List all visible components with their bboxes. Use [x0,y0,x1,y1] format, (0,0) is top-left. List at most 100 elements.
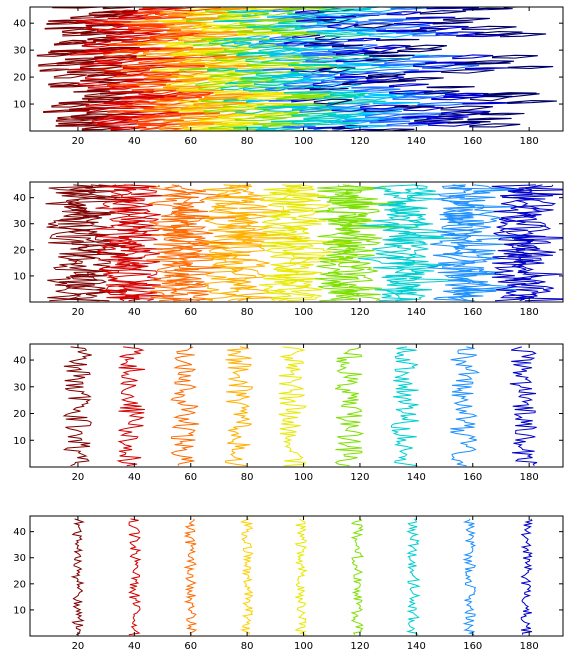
x-tick-label: 100 [294,307,313,318]
y-tick-label: 30 [13,46,26,57]
contour-line-level-1 [56,184,138,302]
contour-streak-level-5 [204,62,250,68]
contour-line-level-6 [325,184,387,302]
contour-streak-level-2 [120,95,177,100]
contour-line-level-1 [70,518,85,636]
contour-streak-level-1 [66,70,121,74]
contour-streak-level-6 [237,78,275,84]
contour-streak-level-3 [143,73,180,77]
contour-streak-level-11 [469,123,521,128]
contour-streak-level-5 [213,121,259,126]
contour-streak-level-11 [466,60,515,65]
contour-streak-level-1 [36,53,72,57]
contour-line-level-6 [350,518,365,635]
x-tick-label: 80 [241,472,254,483]
x-tick-label: 140 [407,307,426,318]
y-tick-label: 30 [13,382,26,393]
contour-streak-level-1 [39,68,69,72]
contour-line-level-3 [170,346,200,466]
contour-streak-level-7 [233,126,269,129]
plot-area [70,518,534,636]
contour-streak-level-10 [419,25,469,30]
contour-streak-level-10 [296,18,336,22]
contour-streak-level-6 [254,112,299,118]
axes-frame [29,343,564,468]
y-tick-label: 20 [13,579,26,590]
contour-streak-level-10 [360,104,409,110]
contour-streak-level-11 [394,105,435,108]
x-tick-label: 180 [520,472,539,483]
contour-streak-level-3 [141,70,187,74]
contour-streak-level-1 [73,90,111,93]
contour-streak-level-11 [369,54,415,58]
contour-streak-level-1 [84,125,120,131]
contour-streak-level-6 [203,109,241,113]
contour-streak-level-8 [273,24,305,28]
contour-streak-level-11 [331,44,363,48]
contour-streak-level-2 [125,110,179,115]
contour-streak-level-1 [53,41,96,46]
contour-streak-level-11 [507,99,557,104]
contour-streak-level-11 [318,66,356,73]
contour-streak-level-9 [401,112,453,116]
contour-streak-level-10 [452,54,494,60]
contour-streak-level-4 [210,7,257,11]
contour-streak-level-9 [384,60,437,65]
contour-streak-level-10 [464,67,509,70]
x-tick-label: 120 [350,641,369,652]
contour-streak-level-3 [160,46,194,50]
contour-streak-level-11 [309,87,349,91]
contour-streak-level-10 [405,16,456,19]
contour-line-level-4 [224,184,302,302]
x-tick-label: 100 [294,136,313,147]
contour-streak-level-5 [185,57,228,64]
contour-streak-level-7 [223,37,251,40]
contour-streak-level-6 [200,98,240,103]
x-tick-label: 140 [407,472,426,483]
contour-streak-level-10 [440,110,491,116]
contour-streak-level-4 [134,41,160,44]
contour-streak-level-9 [319,38,364,43]
axes-frame [29,515,564,637]
contour-streak-level-2 [118,14,148,19]
contour-streak-level-6 [246,62,300,67]
contour-streak-level-3 [127,118,166,123]
x-tick-label: 100 [294,472,313,483]
contour-streak-level-11 [376,38,420,42]
contour-streak-level-1 [102,7,142,10]
contour-streak-level-10 [347,37,381,42]
contour-streak-level-4 [159,125,189,131]
contour-streak-level-9 [368,18,420,21]
contour-streak-level-8 [345,124,392,128]
contour-streak-level-9 [353,12,402,16]
contour-line-level-5 [294,518,308,636]
x-tick-label: 40 [128,307,141,318]
contour-streak-level-2 [91,118,133,124]
contour-streak-level-11 [474,31,523,36]
contour-streak-level-4 [213,55,262,59]
contour-streak-level-9 [291,14,328,19]
contour-streak-level-4 [147,75,195,79]
contour-streak-level-7 [303,115,357,121]
contour-streak-level-2 [109,126,147,130]
y-tick-label: 30 [13,553,26,564]
contour-streak-level-8 [368,91,416,96]
contour-streak-level-9 [369,120,411,124]
contour-streak-level-1 [59,39,87,45]
contour-streak-level-11 [447,120,491,124]
contour-streak-level-9 [300,24,342,28]
x-tick-label: 20 [72,136,85,147]
contour-streak-level-4 [163,117,212,122]
contour-line-level-7 [382,184,451,302]
contour-streak-level-1 [87,88,110,92]
contour-streak-level-5 [197,128,242,131]
contour-streak-level-4 [153,88,180,91]
contour-panel-1: 20 40 60 80 100 120 140 160 180 10 20 30 40 [13,6,564,147]
contour-streak-level-3 [139,24,169,28]
contour-streak-level-6 [235,117,287,122]
x-tick-label: 180 [520,641,539,652]
contour-streak-level-7 [237,51,274,55]
x-tick-label: 40 [128,641,141,652]
contour-line-level-7 [391,346,419,467]
